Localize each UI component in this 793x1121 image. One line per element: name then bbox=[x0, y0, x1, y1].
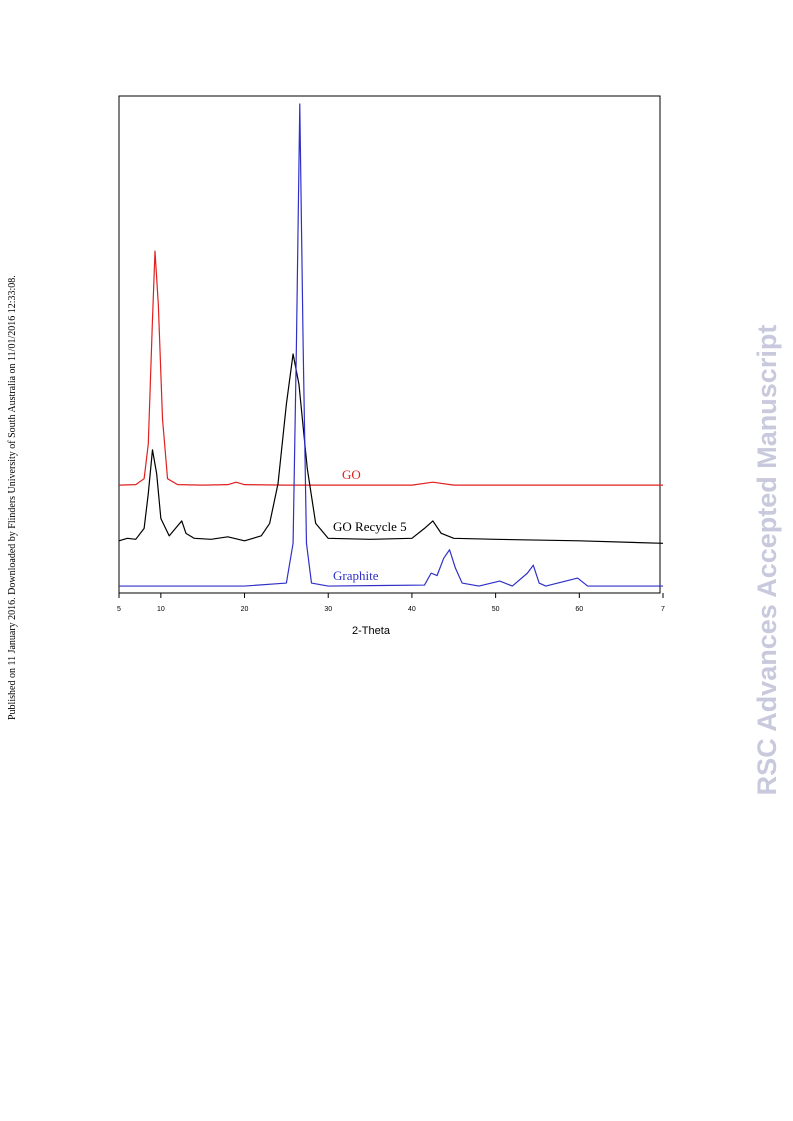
x-tick-label: 7 bbox=[661, 606, 665, 613]
x-tick-label: 40 bbox=[408, 606, 416, 613]
x-tick-label: 5 bbox=[117, 606, 121, 613]
x-tick-label: 10 bbox=[157, 606, 165, 613]
x-tick-label: 50 bbox=[492, 606, 500, 613]
watermark: RSC Advances Accepted Manuscript bbox=[752, 325, 782, 796]
x-axis-label: 2-Theta bbox=[352, 625, 391, 637]
series-line bbox=[118, 353, 664, 544]
plot-frame bbox=[118, 95, 661, 594]
series-line bbox=[118, 250, 663, 486]
x-tick-label: 30 bbox=[324, 606, 332, 613]
series-line bbox=[119, 103, 663, 587]
download-note: Published on 11 January 2016. Downloaded… bbox=[7, 275, 18, 720]
series-label: GO bbox=[342, 467, 361, 482]
series-label: GO Recycle 5 bbox=[333, 519, 407, 534]
series-label: Graphite bbox=[333, 568, 379, 583]
x-tick-label: 60 bbox=[575, 606, 583, 613]
x-tick-label: 20 bbox=[241, 606, 249, 613]
